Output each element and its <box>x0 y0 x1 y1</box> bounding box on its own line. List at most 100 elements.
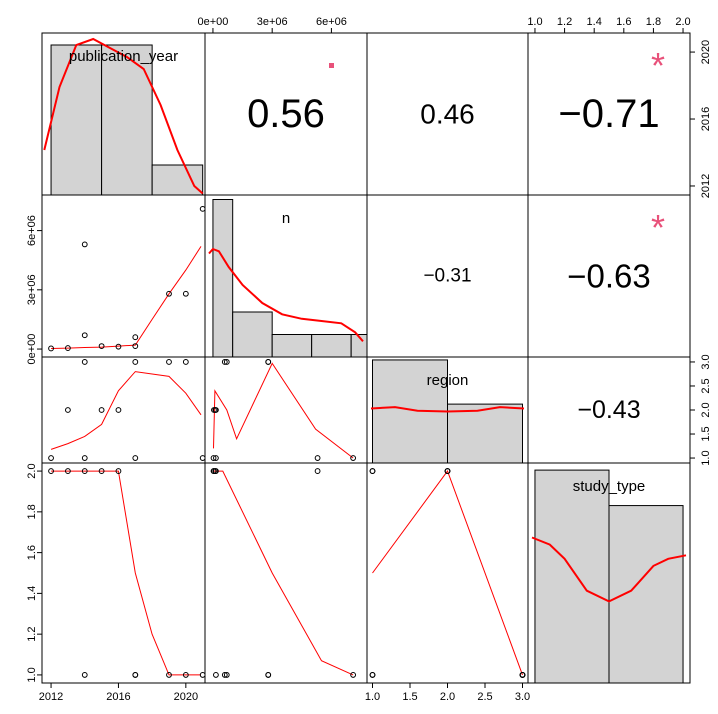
tick-label: 1.0 <box>527 16 542 28</box>
tick-label: 1.2 <box>26 627 38 642</box>
tick-label: 1.5 <box>700 426 712 441</box>
panel-border <box>204 356 368 464</box>
data-point <box>221 672 228 678</box>
data-point <box>199 205 205 212</box>
tick-label: 6e+06 <box>26 215 38 246</box>
tick-label: 2012 <box>700 174 712 198</box>
data-point <box>132 359 139 365</box>
histogram-bar <box>232 311 273 357</box>
correlation-value: 0.46 <box>420 99 475 130</box>
tick-label: 3.0 <box>515 691 530 703</box>
tick-label: 1.4 <box>587 16 602 28</box>
histogram-bar <box>50 44 103 195</box>
tick-label: 2016 <box>700 107 712 131</box>
data-point <box>115 407 122 413</box>
data-point <box>48 455 54 461</box>
smoother-line <box>372 470 523 676</box>
panel-border <box>204 462 368 684</box>
tick-label: 3.0 <box>700 354 712 369</box>
tick-label: 2.5 <box>477 691 492 703</box>
tick-label: 1.6 <box>26 545 38 560</box>
data-point <box>369 468 376 474</box>
histogram-bar <box>271 334 313 357</box>
tick-label: 1.2 <box>557 16 572 28</box>
tick-label: 0e+00 <box>26 334 38 365</box>
data-point <box>314 468 321 474</box>
panel-study_type-study_type <box>531 469 687 683</box>
data-point <box>212 468 219 474</box>
panel-border <box>366 462 529 684</box>
significance-star: * <box>651 207 665 248</box>
data-point <box>221 359 228 365</box>
data-point <box>98 343 105 349</box>
data-point <box>81 468 88 474</box>
panel-study_type-region <box>369 468 526 678</box>
tick-label: 2.0 <box>440 691 455 703</box>
tick-label: 2020 <box>700 40 712 64</box>
correlation-value: 0.56 <box>247 92 325 136</box>
data-point <box>213 672 219 678</box>
tick-label: 2.0 <box>700 402 712 417</box>
data-point <box>65 468 71 474</box>
data-point <box>212 407 219 413</box>
data-point <box>81 455 88 461</box>
density-curve <box>531 536 687 603</box>
panel-region-n <box>210 359 357 461</box>
tick-label: 1.0 <box>365 691 380 703</box>
tick-label: 1.8 <box>26 504 38 519</box>
data-point <box>223 672 230 678</box>
smoother-line <box>50 371 202 450</box>
data-point <box>115 468 122 474</box>
tick-label: 6e+06 <box>316 16 347 28</box>
variable-label: study_type <box>573 478 646 495</box>
panel-study_type-n <box>210 468 357 678</box>
data-point <box>350 455 357 461</box>
data-point <box>350 672 357 678</box>
tick-label: 2020 <box>174 691 198 703</box>
panel-border <box>41 194 206 358</box>
histogram-bar <box>447 403 523 463</box>
tick-label: 1.8 <box>646 16 661 28</box>
data-point <box>369 672 376 678</box>
histogram-bar <box>212 199 234 357</box>
data-point <box>48 468 54 474</box>
variable-label: publication_year <box>69 48 178 65</box>
data-point <box>65 407 71 413</box>
tick-label: 2.0 <box>675 16 690 28</box>
data-point <box>98 407 105 413</box>
data-point <box>81 672 88 678</box>
histogram-bar <box>608 505 684 683</box>
tick-label: 3e+06 <box>26 274 38 305</box>
tick-label: 1.6 <box>616 16 631 28</box>
data-point <box>166 290 172 297</box>
variable-label: n <box>282 210 290 227</box>
data-point <box>132 672 139 678</box>
histogram-bar <box>534 469 610 683</box>
density-curve <box>43 37 204 195</box>
panel-border <box>41 356 206 464</box>
smoother-line <box>213 470 354 676</box>
data-point <box>210 455 217 461</box>
correlation-value: −0.63 <box>567 258 651 295</box>
data-point <box>182 290 189 297</box>
histogram-bar <box>311 334 352 357</box>
density-curve <box>208 247 364 342</box>
significance-star: * <box>651 45 665 86</box>
smoother-line <box>213 362 354 459</box>
panel-border <box>527 462 691 684</box>
data-point <box>182 359 189 365</box>
data-point <box>199 672 205 678</box>
histogram-bar <box>101 44 153 195</box>
data-point <box>444 468 451 474</box>
data-point <box>48 345 54 352</box>
tick-label: 1.0 <box>700 450 712 465</box>
data-point <box>132 343 139 349</box>
tick-label: 2012 <box>39 691 63 703</box>
smoother-line <box>51 470 201 676</box>
panel-region-region <box>370 359 525 463</box>
data-point <box>199 455 205 461</box>
data-point <box>182 672 189 678</box>
significance-dot <box>329 63 334 68</box>
panel-border <box>41 462 206 684</box>
